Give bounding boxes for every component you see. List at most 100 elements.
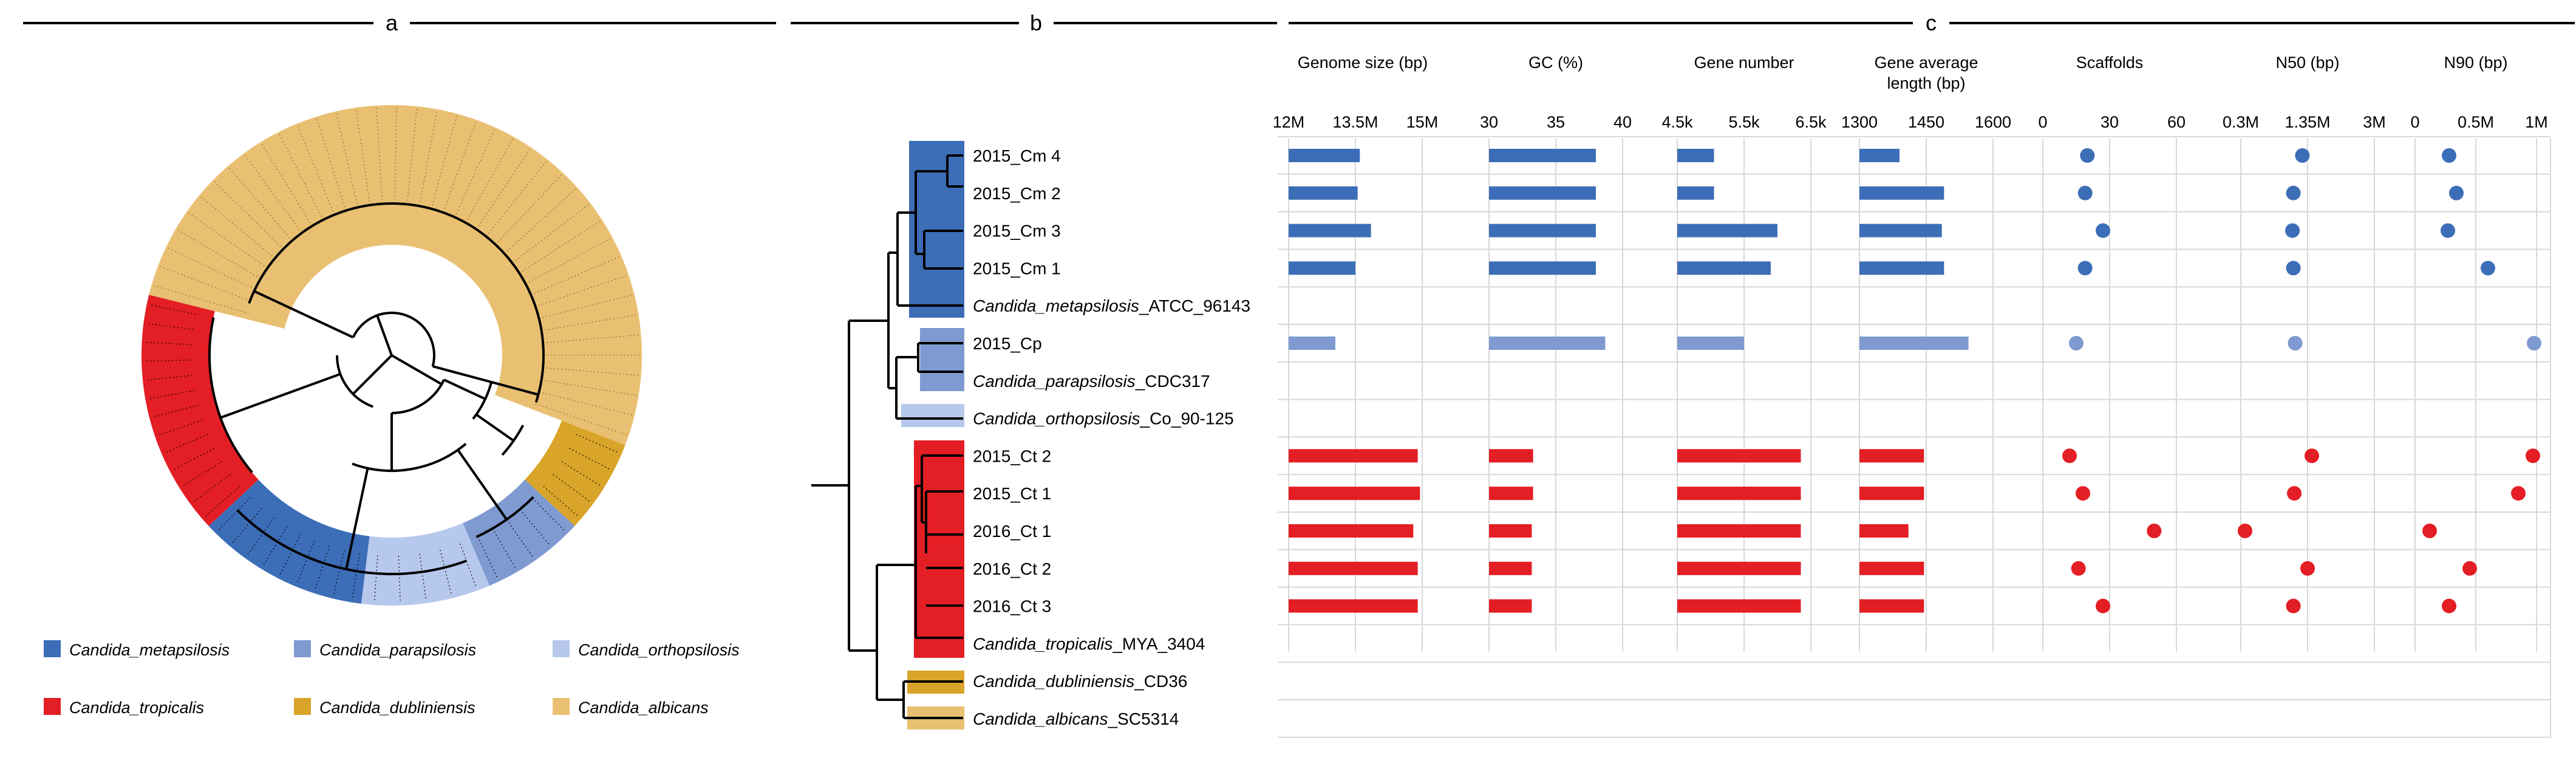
leaf-guide <box>214 182 284 250</box>
metric-dot <box>2285 223 2300 238</box>
metric-dot <box>2288 336 2303 350</box>
leaf-guide <box>460 543 477 589</box>
tick-label: 12M <box>1273 113 1305 131</box>
sector-parapsilosis <box>463 479 575 586</box>
leaf-guide <box>486 161 547 237</box>
legend-swatch <box>553 698 570 715</box>
metric-title: length (bp) <box>1887 74 1965 92</box>
legend-swatch <box>553 640 570 657</box>
leaf-guide <box>279 533 301 576</box>
metric-dot <box>2096 223 2110 238</box>
taxon-label: 2015_Cm 2 <box>973 184 1061 203</box>
metric-bar <box>1677 224 1777 238</box>
metric-dot <box>2422 524 2437 538</box>
tick-label: 0 <box>2038 113 2047 131</box>
metric-dot <box>2080 148 2095 163</box>
metric-dot <box>2076 486 2090 501</box>
leaf-guide <box>394 108 397 204</box>
leaf-guide <box>543 334 639 344</box>
leaf-guide <box>245 155 302 233</box>
metric-dot <box>2481 261 2495 276</box>
leaf-guide <box>217 497 251 532</box>
leaf-guide <box>200 196 276 259</box>
metric-dot <box>2511 486 2526 501</box>
leaf-guide <box>475 149 530 230</box>
leaf-guide <box>168 247 255 290</box>
tick-label: 3M <box>2363 113 2386 131</box>
sector-tropicalis <box>141 295 259 526</box>
leaf-guide <box>440 550 452 596</box>
tick-label: 6.5k <box>1795 113 1827 131</box>
tick-label: 30 <box>2101 113 2119 131</box>
metric-bar <box>1489 149 1596 162</box>
leaf-guide <box>576 434 620 454</box>
rect-tree-branches <box>811 154 963 719</box>
metric-bar <box>1489 337 1606 350</box>
metric-dot <box>2462 561 2477 576</box>
leaf-guide <box>495 174 562 245</box>
tick-label: 13.5M <box>1332 113 1378 131</box>
metric-dot <box>2062 448 2077 463</box>
leaf-guide <box>504 188 576 254</box>
leaf-guide <box>398 555 401 603</box>
metric-bar <box>1859 337 1969 350</box>
metric-bar <box>1489 261 1596 275</box>
metric-dot <box>2286 598 2301 613</box>
leaf-guide <box>376 108 383 204</box>
metric-bar <box>1289 524 1414 538</box>
taxon-label: 2015_Cm 3 <box>973 222 1061 241</box>
tick-label: 1300 <box>1841 113 1878 131</box>
legend-label: Candida_albicans <box>578 699 709 717</box>
metric-dot <box>2077 261 2093 276</box>
leaf-guide <box>188 213 268 268</box>
metric-bar <box>1289 487 1420 501</box>
leaf-guide <box>298 126 335 215</box>
metric-bar <box>1677 261 1771 275</box>
taxon-label: 2015_Ct 1 <box>973 484 1051 503</box>
taxon-label: Candida_orthopsilosis_Co_90-125 <box>973 409 1234 428</box>
metric-dot <box>2077 185 2093 200</box>
leaf-guide <box>148 390 195 400</box>
metric-dot <box>2286 261 2301 276</box>
sector-metapsilosis <box>208 479 370 604</box>
legend-label: Candida_parapsilosis <box>319 641 476 659</box>
leaf-guide <box>296 540 315 585</box>
leaf-guide <box>177 230 261 279</box>
leaf-guide <box>279 134 324 220</box>
leaf-guide <box>163 434 208 454</box>
tick-label: 0 <box>2410 113 2419 131</box>
leaf-guide <box>543 367 639 376</box>
metric-dot <box>2147 524 2162 538</box>
leaf-guide <box>525 238 611 284</box>
leaf-guide <box>541 379 636 396</box>
metric-bar <box>1677 599 1801 613</box>
panel-headers: a b c <box>23 10 2575 35</box>
leaf-guide <box>543 486 580 518</box>
metric-bar <box>1289 149 1360 162</box>
metric-bar <box>1489 224 1596 238</box>
metric-bar <box>1859 149 1900 162</box>
legend-label: Candida_metapsilosis <box>69 641 230 659</box>
leaf-guide <box>553 474 591 503</box>
tick-label: 35 <box>1547 113 1565 131</box>
leaf-guide <box>519 220 601 274</box>
metric-dot <box>2069 336 2084 350</box>
leaf-guide <box>231 508 262 545</box>
sector-dubliniensis <box>525 420 625 526</box>
metric-bar <box>1677 149 1714 162</box>
clade-box-orthopsilosis <box>901 404 964 427</box>
leaf-guide <box>431 116 457 209</box>
circular-tree-branches <box>208 202 545 575</box>
metric-bar <box>1859 186 1944 200</box>
metric-bar <box>1677 186 1714 200</box>
taxon-label: 2015_Cp <box>973 334 1042 353</box>
leaf-guide <box>512 204 589 264</box>
taxon-label: Candida_albicans_SC5314 <box>973 709 1179 728</box>
metric-bar <box>1859 599 1924 613</box>
taxon-label: Candida_dubliniensis_CD36 <box>973 672 1187 691</box>
leaf-guide <box>203 486 240 518</box>
legend-swatch <box>294 698 311 715</box>
leaf-guide <box>246 517 275 556</box>
leaf-guide <box>531 256 619 296</box>
